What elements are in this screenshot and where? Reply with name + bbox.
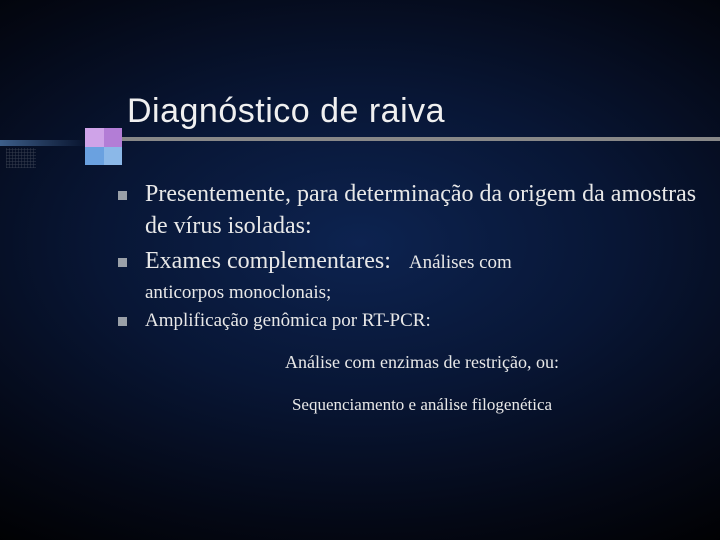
bullet-icon: [118, 191, 127, 200]
bullet-icon: [118, 317, 127, 326]
bullet-item: Presentemente, para determinação da orig…: [118, 178, 698, 243]
bullet-continuation: anticorpos monoclonais;: [145, 279, 698, 307]
content-area: Presentemente, para determinação da orig…: [118, 178, 698, 415]
title-underline: [88, 137, 720, 141]
footer-line: Sequenciamento e análise filogenética: [146, 395, 698, 415]
bullet-text: Exames complementares: Análises com: [145, 245, 512, 277]
bullet-item: Exames complementares: Análises com: [118, 245, 698, 277]
bullet-text: Presentemente, para determinação da orig…: [145, 178, 698, 243]
bullet-main: Exames complementares:: [145, 248, 391, 274]
accent-square-icon: [85, 128, 122, 165]
slide-title: Diagnóstico de raiva: [127, 92, 720, 131]
bg-texture: [6, 148, 36, 168]
bullet-icon: [118, 258, 127, 267]
bullet-item: Amplificação genômica por RT-PCR:: [118, 307, 698, 335]
bullet-text: Amplificação genômica por RT-PCR:: [145, 307, 431, 335]
footer-line: Análise com enzimas de restrição, ou:: [146, 348, 698, 377]
bullet-inline: Análises com: [409, 252, 512, 273]
